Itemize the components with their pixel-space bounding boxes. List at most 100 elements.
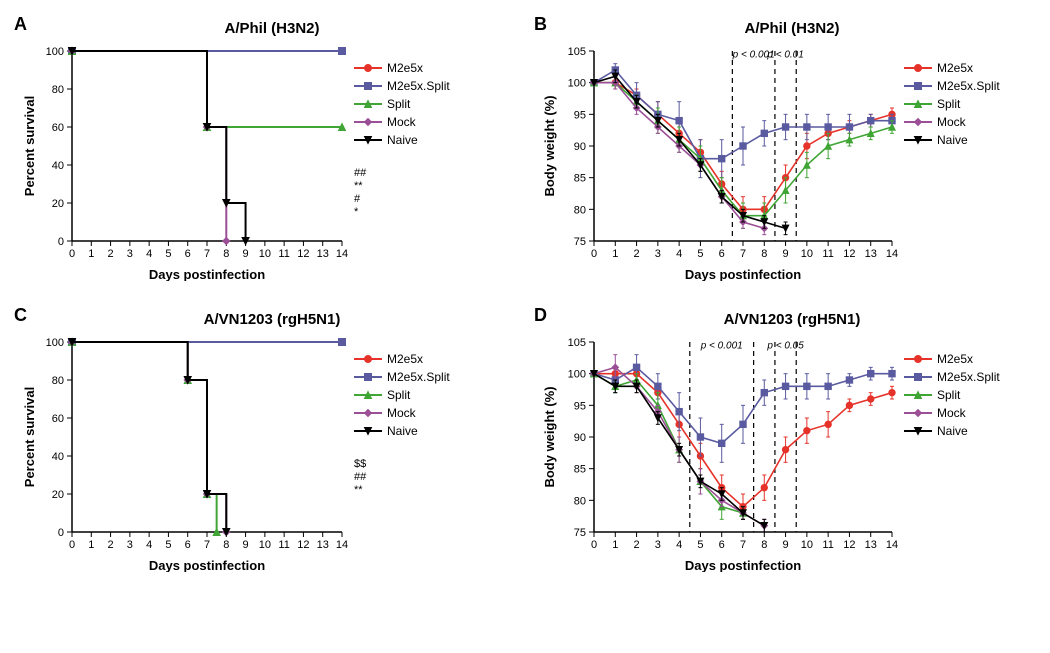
- panel-title: A/Phil (H3N2): [564, 20, 1020, 37]
- panel-title: A/VN1203 (rgH5N1): [564, 311, 1020, 328]
- svg-text:4: 4: [146, 248, 152, 260]
- panel-A: A A/Phil (H3N2) 012345678910111213140204…: [20, 20, 500, 281]
- svg-text:10: 10: [801, 248, 813, 260]
- legend-label: M2e5x.Split: [387, 370, 450, 384]
- svg-text:10: 10: [259, 248, 271, 260]
- svg-text:60: 60: [52, 122, 64, 134]
- svg-text:Percent survival: Percent survival: [22, 387, 37, 487]
- svg-text:5: 5: [165, 248, 171, 260]
- svg-text:2: 2: [634, 248, 640, 260]
- svg-text:12: 12: [843, 248, 855, 260]
- svg-text:2: 2: [634, 539, 640, 551]
- svg-text:8: 8: [223, 539, 229, 551]
- svg-text:14: 14: [336, 248, 348, 260]
- svg-text:p < 0.01: p < 0.01: [766, 49, 803, 60]
- svg-text:2: 2: [108, 248, 114, 260]
- legend-B: M2e5x M2e5x.Split SplitMock Naive: [904, 59, 1000, 149]
- svg-text:40: 40: [52, 451, 64, 463]
- legend-marker-icon: [354, 80, 382, 92]
- svg-text:7: 7: [204, 248, 210, 260]
- legend-item: Naive: [354, 422, 450, 440]
- svg-text:90: 90: [574, 141, 586, 153]
- svg-text:Percent survival: Percent survival: [22, 96, 37, 196]
- svg-text:75: 75: [574, 236, 586, 248]
- legend-item: Mock: [904, 113, 1000, 131]
- legend-item: Split: [904, 95, 1000, 113]
- svg-text:8: 8: [761, 539, 767, 551]
- svg-text:1: 1: [88, 539, 94, 551]
- svg-text:9: 9: [783, 539, 789, 551]
- figure-grid: A A/Phil (H3N2) 012345678910111213140204…: [20, 20, 1020, 572]
- svg-text:60: 60: [52, 413, 64, 425]
- panel-letter: B: [534, 14, 547, 35]
- svg-text:2: 2: [108, 539, 114, 551]
- legend-item: M2e5x.Split: [904, 368, 1000, 386]
- svg-text:7: 7: [740, 539, 746, 551]
- svg-text:12: 12: [297, 248, 309, 260]
- svg-text:9: 9: [243, 248, 249, 260]
- legend-marker-icon: [904, 134, 932, 146]
- legend-marker-icon: [904, 407, 932, 419]
- svg-text:40: 40: [52, 160, 64, 172]
- svg-text:105: 105: [568, 337, 586, 349]
- svg-text:105: 105: [568, 46, 586, 58]
- svg-text:85: 85: [574, 173, 586, 185]
- svg-text:10: 10: [259, 539, 271, 551]
- svg-text:4: 4: [676, 248, 682, 260]
- svg-text:5: 5: [697, 539, 703, 551]
- legend-label: Split: [387, 388, 410, 402]
- svg-text:1: 1: [612, 248, 618, 260]
- svg-text:0: 0: [69, 248, 75, 260]
- svg-text:7: 7: [740, 248, 746, 260]
- legend-marker-icon: [904, 62, 932, 74]
- legend-marker-icon: [354, 62, 382, 74]
- legend-label: Naive: [937, 133, 968, 147]
- svg-text:8: 8: [761, 248, 767, 260]
- svg-text:5: 5: [165, 539, 171, 551]
- panel-D: D A/VN1203 (rgH5N1) 01234567891011121314…: [540, 311, 1020, 572]
- svg-text:Days postinfection: Days postinfection: [149, 267, 265, 281]
- svg-text:Days postinfection: Days postinfection: [149, 558, 265, 572]
- legend-item: M2e5x: [354, 350, 450, 368]
- svg-text:6: 6: [185, 248, 191, 260]
- svg-text:Body weight (%): Body weight (%): [542, 95, 557, 196]
- svg-text:6: 6: [185, 539, 191, 551]
- svg-text:5: 5: [697, 248, 703, 260]
- svg-text:20: 20: [52, 198, 64, 210]
- svg-text:0: 0: [58, 236, 64, 248]
- svg-text:0: 0: [591, 248, 597, 260]
- svg-text:13: 13: [865, 248, 877, 260]
- legend-item: M2e5x.Split: [904, 77, 1000, 95]
- legend-item: Mock: [354, 404, 450, 422]
- svg-text:14: 14: [336, 539, 348, 551]
- svg-text:75: 75: [574, 527, 586, 539]
- legend-label: Mock: [387, 406, 416, 420]
- svg-text:Days postinfection: Days postinfection: [685, 267, 801, 281]
- legend-label: M2e5x.Split: [937, 79, 1000, 93]
- legend-marker-icon: [354, 407, 382, 419]
- legend-label: M2e5x: [937, 352, 973, 366]
- legend-item: M2e5x.Split: [354, 77, 450, 95]
- legend-label: Split: [937, 388, 960, 402]
- legend-label: Naive: [387, 424, 418, 438]
- panel-B: B A/Phil (H3N2) 012345678910111213147580…: [540, 20, 1020, 281]
- legend-item: Split: [354, 386, 450, 404]
- svg-text:14: 14: [886, 539, 898, 551]
- svg-text:90: 90: [574, 432, 586, 444]
- panel-letter: D: [534, 305, 547, 326]
- legend-label: M2e5x: [937, 61, 973, 75]
- legend-marker-icon: [904, 353, 932, 365]
- legend-marker-icon: [354, 98, 382, 110]
- legend-marker-icon: [354, 371, 382, 383]
- svg-text:100: 100: [46, 337, 64, 349]
- legend-label: M2e5x: [387, 61, 423, 75]
- legend-label: Split: [387, 97, 410, 111]
- svg-text:4: 4: [146, 539, 152, 551]
- legend-item: Split: [904, 386, 1000, 404]
- legend-label: Mock: [387, 115, 416, 129]
- sig-annot: #: [354, 193, 450, 206]
- svg-text:20: 20: [52, 489, 64, 501]
- legend-marker-icon: [354, 353, 382, 365]
- svg-text:p < 0.05: p < 0.05: [766, 340, 804, 351]
- svg-text:95: 95: [574, 400, 586, 412]
